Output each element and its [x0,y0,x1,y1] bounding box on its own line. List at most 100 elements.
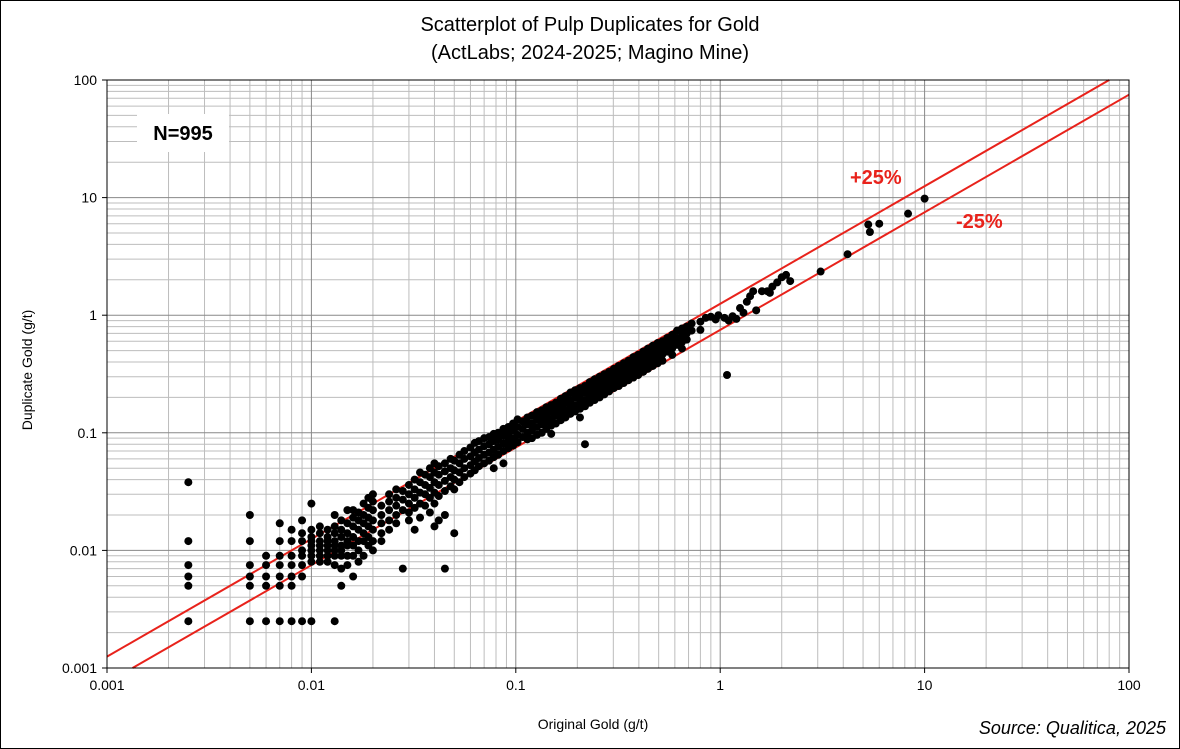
data-point [275,572,284,581]
data-point [547,429,556,438]
data-point [765,288,774,297]
data-point [714,311,723,320]
data-point [298,537,307,546]
plus-25-label: +25% [850,167,902,189]
data-point [398,486,407,495]
data-point [330,510,339,519]
y-tick-label: 10 [81,190,97,206]
y-axis-label: Duplicate Gold (g/t) [19,310,35,431]
data-point [337,581,346,590]
data-point [315,529,324,538]
data-point [682,335,691,344]
data-point [904,209,913,218]
data-point [184,478,193,487]
data-point [434,492,443,501]
data-point [398,495,407,504]
data-point [392,519,401,528]
data-point [404,490,413,499]
data-point [460,454,469,463]
y-tick-label: 1 [89,307,97,323]
data-point [245,617,254,626]
data-point [455,478,464,487]
data-point [460,464,469,473]
data-point [343,551,352,560]
data-point [330,551,339,560]
data-point [298,529,307,538]
y-tick-label: 0.01 [70,542,97,558]
data-point [245,572,254,581]
x-axis-label: Original Gold (g/t) [538,716,648,732]
data-point [368,506,377,515]
data-point [330,522,339,531]
plot-area [106,79,1130,669]
data-point [287,525,296,534]
data-point [245,581,254,590]
y-tick-label: 0.001 [62,660,97,676]
data-point [723,371,732,380]
data-point [920,194,929,203]
data-point [287,572,296,581]
data-point [349,572,358,581]
data-point [440,476,449,485]
data-point [392,510,401,519]
data-point [434,462,443,471]
data-point [184,572,193,581]
data-point [287,617,296,626]
data-point [184,561,193,570]
data-point [410,503,419,512]
data-point [687,319,696,328]
data-point [687,326,696,335]
data-point [404,499,413,508]
data-point [513,438,522,447]
data-point [368,546,377,555]
data-point [864,220,873,229]
data-point [287,551,296,560]
data-point [385,516,394,525]
data-point [739,308,748,317]
data-point [368,516,377,525]
data-point [440,486,449,495]
data-point [359,551,368,560]
data-point [323,525,332,534]
data-point [262,581,271,590]
data-point [392,501,401,510]
data-point [262,572,271,581]
data-point [323,551,332,560]
data-point [434,480,443,489]
data-point [287,581,296,590]
data-point [404,480,413,489]
data-point [245,537,254,546]
data-point [184,537,193,546]
data-point [421,501,430,510]
data-point [245,510,254,519]
data-point [307,551,316,560]
data-point [307,525,316,534]
data-point [368,490,377,499]
data-point [343,541,352,550]
data-point [410,493,419,502]
data-point [865,227,874,236]
count-box: N=995 [137,114,229,152]
data-point [440,564,449,573]
data-point [298,551,307,560]
data-point [425,493,434,502]
data-point [460,473,469,482]
data-point [398,506,407,515]
data-point [368,537,377,546]
data-point [668,350,677,359]
chart-subtitle: (ActLabs; 2024-2025; Magino Mine) [431,42,749,64]
data-point [773,278,782,287]
data-point [875,219,884,228]
data-point [732,314,741,323]
data-point [287,561,296,570]
y-tick-label: 100 [74,72,98,88]
data-point [354,546,363,555]
data-point [337,525,346,534]
data-point [696,325,705,334]
data-point [349,541,358,550]
y-tick-label: 0.1 [78,425,98,441]
data-point [385,506,394,515]
data-point [315,557,324,566]
data-point [275,551,284,560]
